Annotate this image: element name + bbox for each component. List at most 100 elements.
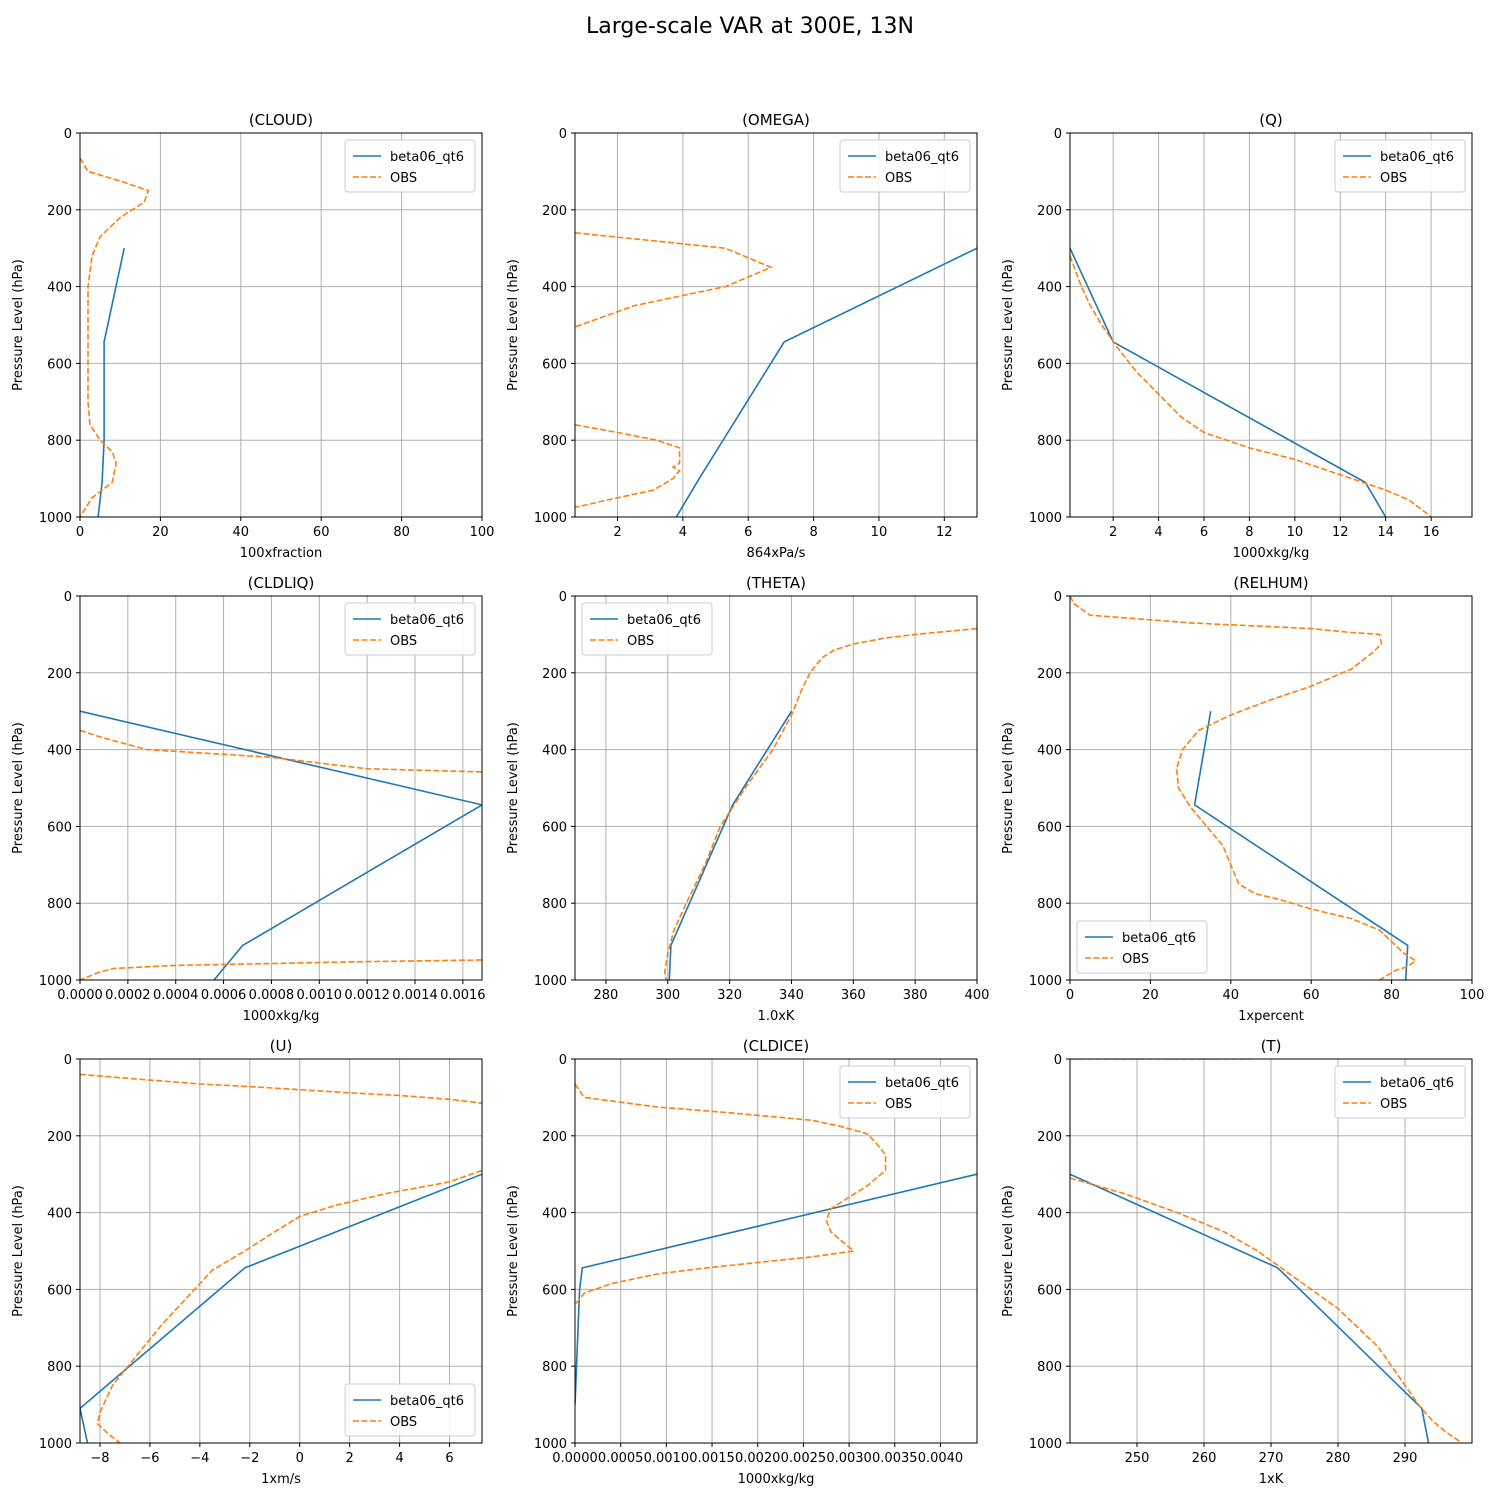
y-tick-label: 1000 [39, 974, 72, 989]
x-tick-label: 12 [1332, 525, 1349, 540]
legend-label: beta06_qt6 [627, 613, 701, 628]
y-tick-label: 600 [47, 357, 72, 372]
x-tick-label: 4 [679, 525, 687, 540]
x-tick-label: 0.0040 [918, 1451, 964, 1466]
y-tick-label: 0 [1054, 590, 1062, 605]
y-tick-label: 400 [47, 1207, 72, 1222]
x-tick-label: 250 [1125, 1451, 1150, 1466]
y-tick-label: 1000 [534, 511, 567, 526]
subplot-relhum: 0 20 40 60 80 10002004006008001000(RELHUM)1xp… [1001, 574, 1484, 1024]
x-tick-label: 360 [841, 988, 866, 1003]
x-tick-label: 80 [393, 525, 410, 540]
y-axis-label: Pressure Level (hPa) [11, 722, 26, 854]
x-tick-label: 0.0006 [201, 988, 247, 1003]
x-tick-label: 0.0012 [344, 988, 390, 1003]
series-line-obs [575, 232, 774, 328]
subplot-title: (OMEGA) [742, 111, 810, 129]
series-line-beta06_qt6 [668, 710, 793, 980]
y-tick-label: 600 [1037, 1283, 1062, 1298]
y-axis-label: Pressure Level (hPa) [1001, 722, 1016, 854]
series-line-beta06_qt6 [1070, 247, 1387, 517]
y-tick-label: 400 [542, 744, 567, 759]
subplot-title: (CLDLIQ) [248, 574, 315, 592]
subplot-title: (THETA) [746, 574, 806, 592]
series-line-beta06_qt6 [97, 248, 125, 517]
x-tick-label: 0.0014 [392, 988, 438, 1003]
legend-box [1076, 920, 1208, 974]
y-tick-label: 800 [542, 1360, 567, 1375]
x-tick-label: 0.0002 [105, 988, 151, 1003]
x-tick-label: 40 [233, 525, 250, 540]
y-axis-label: Pressure Level (hPa) [506, 259, 521, 391]
x-tick-label: 20 [152, 525, 169, 540]
x-tick-label: 0.0016 [440, 988, 486, 1003]
legend-label: beta06_qt6 [1380, 1076, 1454, 1091]
x-tick-label: 290 [1393, 1451, 1418, 1466]
x-axis-label: 1000xkg/kg [1233, 546, 1310, 561]
y-axis-label: Pressure Level (hPa) [11, 259, 26, 391]
x-tick-label: 40 [1223, 988, 1240, 1003]
legend-label: OBS [1380, 1097, 1407, 1112]
x-tick-label: 0.0020 [735, 1451, 781, 1466]
x-tick-label: 0.0010 [297, 988, 343, 1003]
series-line-beta06_qt6 [80, 710, 482, 980]
y-tick-label: 800 [1037, 434, 1062, 449]
x-tick-label: −8 [90, 1451, 109, 1466]
x-tick-label: 0.0008 [249, 988, 295, 1003]
plot-frame [1069, 595, 1473, 981]
subplot-title: (Q) [1259, 111, 1283, 129]
subplot-cloud: 0 20 40 60 80 10002004006008001000(CLOUD)100x… [11, 111, 494, 561]
figure-title: Large-scale VAR at 300E, 13N [586, 14, 914, 39]
x-tick-label: 0 [76, 525, 84, 540]
x-tick-label: −6 [140, 1451, 159, 1466]
y-axis-label: Pressure Level (hPa) [506, 722, 521, 854]
series-line-obs [663, 627, 977, 980]
subplot-cldice: 0.0000 0.0005 0.0010 0.0015 0.0020 0.0025 0.00… [506, 1037, 978, 1487]
series-line-obs [575, 1083, 887, 1306]
x-tick-label: 4 [395, 1451, 403, 1466]
subplot-title: (RELHUM) [1233, 574, 1308, 592]
x-axis-label: 100xfraction [240, 546, 322, 561]
legend: beta06_qt6 OBS [581, 602, 713, 656]
x-tick-label: 0.0000 [552, 1451, 598, 1466]
y-tick-label: 600 [542, 357, 567, 372]
x-tick-label: 8 [1245, 525, 1253, 540]
y-axis-label: Pressure Level (hPa) [1001, 259, 1016, 391]
y-tick-label: 600 [1037, 820, 1062, 835]
y-tick-label: 1000 [1029, 1437, 1062, 1452]
x-tick-label: 60 [1303, 988, 1320, 1003]
y-tick-label: 400 [1037, 1207, 1062, 1222]
legend-label: OBS [627, 634, 654, 649]
legend-box [344, 602, 476, 656]
legend-label: beta06_qt6 [390, 150, 464, 165]
legend: beta06_qt6 OBS [344, 602, 476, 656]
x-tick-label: 340 [779, 988, 804, 1003]
legend: beta06_qt6 OBS [344, 1383, 476, 1437]
x-tick-label: 12 [936, 525, 953, 540]
y-tick-label: 0 [1054, 1053, 1062, 1068]
plot-frame [1069, 132, 1473, 518]
y-tick-label: 600 [47, 820, 72, 835]
legend-box [1334, 139, 1466, 193]
y-tick-label: 0 [559, 590, 567, 605]
y-tick-label: 0 [559, 1053, 567, 1068]
subplot-t: 250 260 270 280 290 0 200 400 600 800 1000 (T) 1xK Pr… [1001, 1037, 1473, 1487]
x-tick-label: 2 [613, 525, 621, 540]
subplot-title: (U) [270, 1037, 293, 1055]
y-tick-label: 200 [1037, 1130, 1062, 1145]
y-tick-label: 400 [47, 281, 72, 296]
y-tick-label: 200 [47, 667, 72, 682]
legend-label: beta06_qt6 [1380, 150, 1454, 165]
y-tick-label: 1000 [39, 511, 72, 526]
legend-label: beta06_qt6 [1122, 931, 1196, 946]
legend: beta06_qt6 OBS [1076, 920, 1208, 974]
x-tick-label: 270 [1259, 1451, 1284, 1466]
subplot-theta: 280 300 320 340 360 380 400 0 200 400 600 800 1000 (T… [506, 574, 989, 1024]
x-tick-label: 6 [744, 525, 752, 540]
y-tick-label: 200 [542, 667, 567, 682]
x-axis-label: 864xPa/s [747, 546, 806, 561]
y-tick-label: 0 [559, 127, 567, 142]
x-axis-label: 1000xkg/kg [243, 1009, 320, 1024]
x-tick-label: 0.0030 [826, 1451, 872, 1466]
x-tick-label: 2 [1109, 525, 1117, 540]
